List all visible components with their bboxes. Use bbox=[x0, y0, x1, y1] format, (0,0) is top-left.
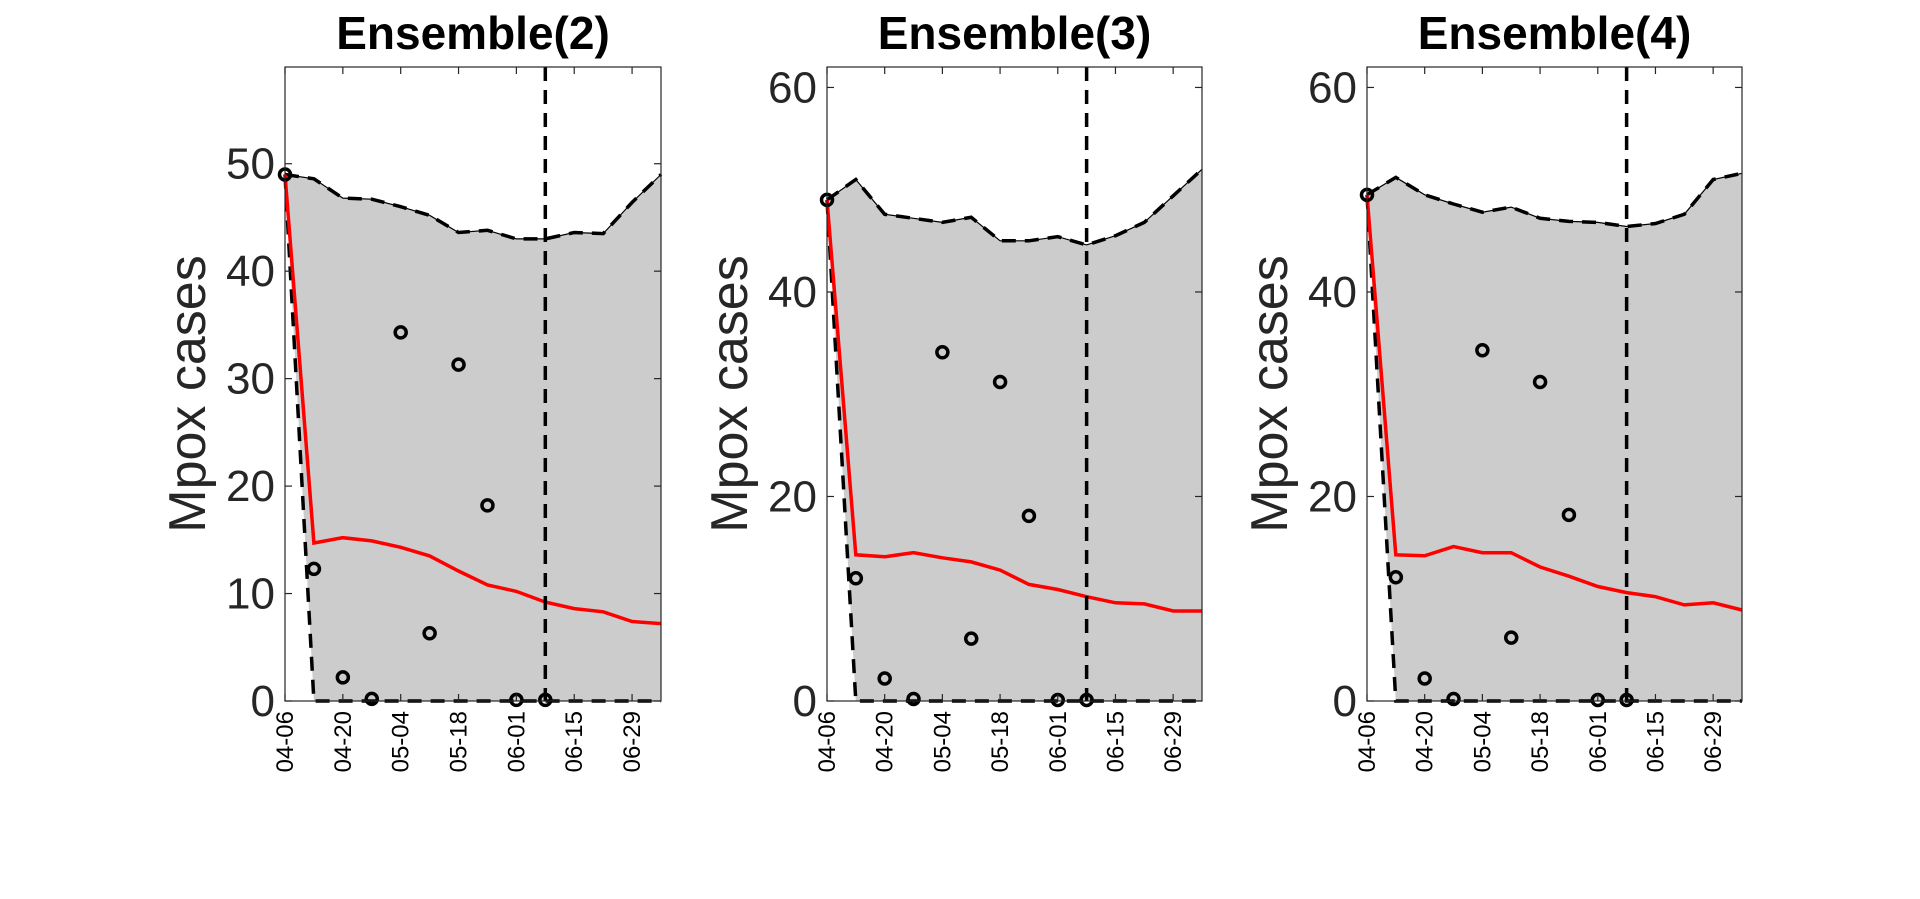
x-tick-label: 05-04 bbox=[388, 711, 415, 772]
x-tick-label: 04-06 bbox=[1354, 711, 1381, 772]
x-tick-label: 04-20 bbox=[872, 711, 899, 772]
observed-point bbox=[480, 498, 495, 513]
x-tick-label: 06-01 bbox=[503, 711, 530, 772]
x-tick-label: 06-15 bbox=[1102, 711, 1129, 772]
y-tick-label: 30 bbox=[226, 355, 275, 404]
x-tick-label: 04-06 bbox=[272, 711, 299, 772]
prediction-interval-band bbox=[1367, 173, 1742, 702]
observed-point bbox=[1503, 630, 1519, 645]
observed-point bbox=[393, 325, 408, 340]
observed-point bbox=[1021, 508, 1037, 524]
chart-panel-3: 0 20 40 60 04-06 04-20 05-04 05-18 06-01 06-15 06-… bbox=[1241, 7, 1743, 772]
x-tick-label: 05-18 bbox=[987, 711, 1014, 772]
observed-point bbox=[963, 631, 979, 646]
x-tick-label: 06-29 bbox=[1700, 711, 1727, 772]
y-tick-label: 20 bbox=[226, 462, 275, 511]
x-tick-label: 06-29 bbox=[619, 711, 646, 772]
y-axis-label: Mpox cases bbox=[701, 255, 759, 532]
chart-panel-1: 0 10 20 30 40 50 04-06 04-20 05-04 05-18 06-01 06-1… bbox=[159, 7, 663, 772]
observed-point bbox=[335, 670, 351, 685]
x-tick-label: 05-18 bbox=[1527, 711, 1554, 772]
observed-point bbox=[364, 691, 380, 707]
prediction-interval-band bbox=[285, 174, 661, 701]
y-tick-label: 40 bbox=[226, 247, 275, 296]
x-tick-label: 06-29 bbox=[1160, 711, 1187, 772]
x-tick-label: 06-01 bbox=[1045, 711, 1072, 772]
chart-title: Ensemble(3) bbox=[878, 7, 1152, 59]
y-tick-label: 0 bbox=[251, 677, 275, 726]
observed-point bbox=[1079, 692, 1094, 708]
observed-point bbox=[848, 571, 864, 586]
observed-point bbox=[306, 561, 322, 577]
y-tick-label: 50 bbox=[226, 140, 275, 189]
prediction-interval-band bbox=[827, 169, 1202, 702]
observed-point bbox=[1532, 374, 1548, 390]
plot-axes-box bbox=[826, 66, 1203, 702]
y-tick-label: 60 bbox=[1308, 63, 1357, 112]
x-tick-label: 04-20 bbox=[1412, 711, 1439, 772]
observed-point bbox=[1475, 343, 1490, 358]
upper-bound-line bbox=[825, 168, 1204, 247]
y-tick-label: 20 bbox=[768, 472, 817, 521]
mean-forecast-line bbox=[825, 199, 1202, 613]
chart-title: Ensemble(2) bbox=[336, 7, 610, 59]
observed-point bbox=[1417, 671, 1432, 686]
mean-forecast-line bbox=[283, 174, 662, 626]
observed-point bbox=[1619, 692, 1634, 708]
upper-bound-line bbox=[1366, 171, 1743, 229]
observed-point bbox=[1561, 507, 1577, 523]
y-tick-label: 10 bbox=[226, 570, 275, 619]
x-tick-label: 05-18 bbox=[446, 711, 473, 772]
observed-point bbox=[1388, 570, 1404, 585]
plot-axes-box bbox=[1366, 66, 1743, 702]
observed-point bbox=[877, 671, 892, 686]
x-tick-label: 06-01 bbox=[1585, 711, 1612, 772]
y-tick-label: 40 bbox=[1308, 268, 1357, 317]
x-tick-label: 04-06 bbox=[814, 711, 841, 772]
observed-point bbox=[935, 345, 950, 360]
observed-point bbox=[1446, 691, 1461, 707]
observed-point bbox=[906, 691, 921, 707]
observed-point bbox=[422, 626, 437, 641]
x-tick-label: 06-15 bbox=[561, 711, 588, 772]
y-tick-label: 20 bbox=[1308, 472, 1357, 521]
y-tick-label: 40 bbox=[768, 268, 817, 317]
mean-forecast-line bbox=[1365, 194, 1743, 612]
x-tick-label: 04-20 bbox=[330, 711, 357, 772]
y-tick-label: 0 bbox=[793, 677, 817, 726]
chart-title: Ensemble(4) bbox=[1418, 7, 1692, 59]
observed-point bbox=[451, 357, 466, 372]
x-tick-label: 05-04 bbox=[929, 711, 956, 772]
observed-point bbox=[992, 374, 1008, 390]
upper-bound-line bbox=[284, 172, 663, 241]
y-tick-label: 60 bbox=[768, 63, 817, 112]
y-axis-label: Mpox cases bbox=[159, 255, 217, 532]
x-tick-label: 06-15 bbox=[1642, 711, 1669, 772]
observed-point bbox=[538, 692, 553, 708]
x-tick-label: 05-04 bbox=[1469, 711, 1496, 772]
chart-panel-2: 0 20 40 60 04-06 04-20 05-04 05-18 06-01 06-15 06-… bbox=[701, 7, 1204, 772]
y-axis-label: Mpox cases bbox=[1241, 255, 1299, 532]
plot-axes-box bbox=[284, 66, 662, 702]
y-tick-label: 0 bbox=[1333, 677, 1357, 726]
